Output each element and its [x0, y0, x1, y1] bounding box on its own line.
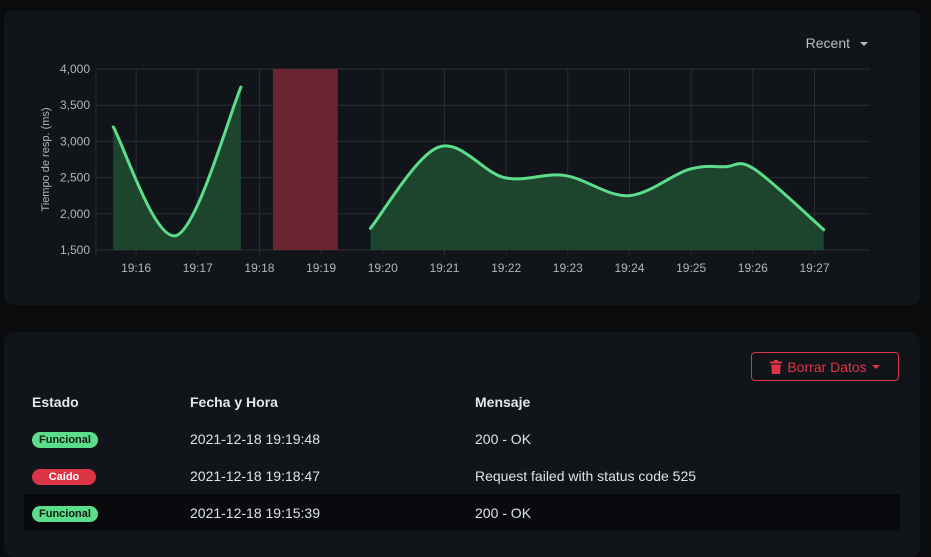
clear-data-button[interactable]: Borrar Datos	[751, 352, 899, 381]
datetime-cell: 2021-12-18 19:19:48	[190, 430, 320, 447]
status-badge: Funcional	[32, 505, 98, 522]
y-tick-label: 3,500	[60, 98, 90, 112]
series-area	[113, 87, 241, 250]
header-datetime: Fecha y Hora	[190, 394, 278, 410]
table-row: Caído 2021-12-18 19:18:47 Request failed…	[24, 457, 900, 494]
series-area	[370, 145, 824, 250]
downtime-band	[273, 69, 338, 250]
series-line	[368, 144, 826, 232]
table-header-row: Estado Fecha y Hora Mensaje	[24, 384, 900, 420]
x-tick-label: 19:20	[368, 261, 398, 275]
status-cell: Funcional	[24, 494, 182, 531]
series-line	[111, 85, 243, 238]
x-tick-label: 19:27	[799, 261, 829, 275]
events-card: Borrar Datos Estado Fecha y Hora Mensaje…	[4, 332, 920, 557]
range-select-label: Recent	[805, 35, 850, 51]
events-table: Estado Fecha y Hora Mensaje Funcional 20…	[24, 384, 900, 531]
x-tick-label: 19:26	[738, 261, 768, 275]
status-cell: Caído	[24, 457, 182, 494]
x-tick-label: 19:17	[183, 261, 213, 275]
x-tick-label: 19:21	[429, 261, 459, 275]
x-tick-label: 19:25	[676, 261, 706, 275]
status-badge: Funcional	[32, 431, 98, 448]
x-tick-label: 19:18	[244, 261, 274, 275]
table-row: Funcional 2021-12-18 19:19:48 200 - OK	[24, 420, 900, 457]
message-cell: 200 - OK	[467, 494, 900, 531]
x-tick-label: 19:22	[491, 261, 521, 275]
x-tick-label: 19:16	[121, 261, 151, 275]
trash-icon	[770, 359, 783, 374]
status-cell: Funcional	[24, 420, 182, 457]
y-tick-label: 2,000	[60, 207, 90, 221]
status-badge: Caído	[32, 468, 96, 485]
message-cell: 200 - OK	[475, 430, 532, 447]
x-tick-label: 19:19	[306, 261, 336, 275]
table-row: Funcional 2021-12-18 19:15:39 200 - OK	[24, 494, 900, 531]
range-select[interactable]: Recent	[806, 35, 868, 51]
clear-data-label: Borrar Datos	[787, 358, 867, 375]
header-status: Estado	[32, 394, 79, 410]
x-tick-label: 19:24	[614, 261, 644, 275]
y-tick-label: 2,500	[60, 171, 90, 185]
header-message: Mensaje	[475, 394, 531, 410]
y-tick-label: 1,500	[60, 243, 90, 257]
message-cell: Request failed with status code 525	[475, 467, 697, 484]
y-tick-label: 4,000	[60, 62, 90, 76]
chevron-down-icon	[860, 41, 868, 46]
y-tick-label: 3,000	[60, 134, 90, 148]
y-axis-title: Tiempo de resp. (ms)	[40, 107, 52, 211]
x-tick-label: 19:23	[553, 261, 583, 275]
chevron-down-icon	[871, 365, 880, 369]
datetime-cell: 2021-12-18 19:15:39	[182, 494, 467, 531]
response-time-chart-card: Recent 1,500 2,000 2,500 3,000 3,500 4,000 19:…	[4, 10, 920, 305]
datetime-cell: 2021-12-18 19:18:47	[190, 467, 320, 484]
response-time-chart: 1,500 2,000 2,500 3,000 3,500 4,000 19:16 19:17…	[40, 62, 870, 275]
